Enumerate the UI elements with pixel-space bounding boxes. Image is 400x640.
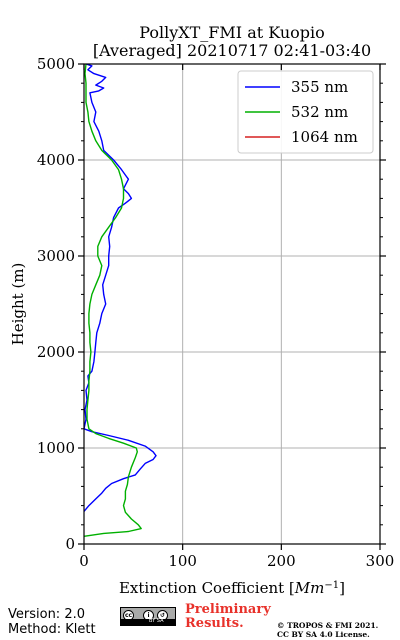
legend-label: 1064 nm bbox=[291, 128, 358, 146]
x-axis-label: Extinction Coefficient [Mm−1] bbox=[119, 579, 345, 597]
chart-title: PollyXT_FMI at Kuopio bbox=[139, 23, 325, 42]
legend-box bbox=[237, 70, 374, 154]
y-tick-label: 4000 bbox=[37, 151, 75, 169]
x-tick-label: 100 bbox=[168, 552, 197, 570]
x-tick-label: 200 bbox=[267, 552, 296, 570]
x-tick-label: 0 bbox=[79, 552, 89, 570]
version-text: Version: 2.0 bbox=[8, 607, 85, 622]
cc-license-badge: cc i ↺ BY SA bbox=[120, 607, 176, 626]
chart-subtitle: [Averaged] 20210717 02:41-03:40 bbox=[92, 41, 372, 60]
method-text: Method: Klett bbox=[8, 622, 96, 637]
axis-ticks bbox=[78, 63, 386, 550]
legend-label: 355 nm bbox=[291, 78, 348, 96]
cc-badge-text: BY SA bbox=[149, 618, 164, 624]
x-axis-label-unit-exp: −1 bbox=[324, 580, 339, 591]
plot-frame bbox=[83, 63, 381, 545]
series-line-355-nm bbox=[83, 63, 157, 512]
y-tick-label: 2000 bbox=[37, 343, 75, 361]
y-tick-label: 0 bbox=[65, 535, 75, 553]
y-axis-label: Height (m) bbox=[9, 263, 27, 346]
series-line-532-nm bbox=[83, 63, 142, 537]
copyright-line-2: CC BY SA 4.0 License. bbox=[277, 630, 370, 639]
y-tick-label: 3000 bbox=[37, 247, 75, 265]
x-axis-label-unit: Mm bbox=[294, 579, 325, 597]
x-tick-label: 300 bbox=[366, 552, 395, 570]
legend: 355 nm 532 nm 1064 nm bbox=[237, 70, 374, 154]
x-axis-label-main: Extinction Coefficient [ bbox=[119, 579, 295, 597]
y-tick-label: 5000 bbox=[37, 55, 75, 73]
x-axis-label-end: ] bbox=[339, 579, 345, 597]
series-lines bbox=[83, 63, 157, 537]
copyright-text: © TROPOS & FMI 2021. CC BY SA 4.0 Licens… bbox=[277, 621, 378, 639]
legend-label: 532 nm bbox=[291, 103, 348, 121]
preliminary-results-text: Preliminary Results. bbox=[185, 602, 271, 631]
y-tick-label: 1000 bbox=[37, 439, 75, 457]
copyright-line-1: © TROPOS & FMI 2021. bbox=[277, 621, 379, 630]
